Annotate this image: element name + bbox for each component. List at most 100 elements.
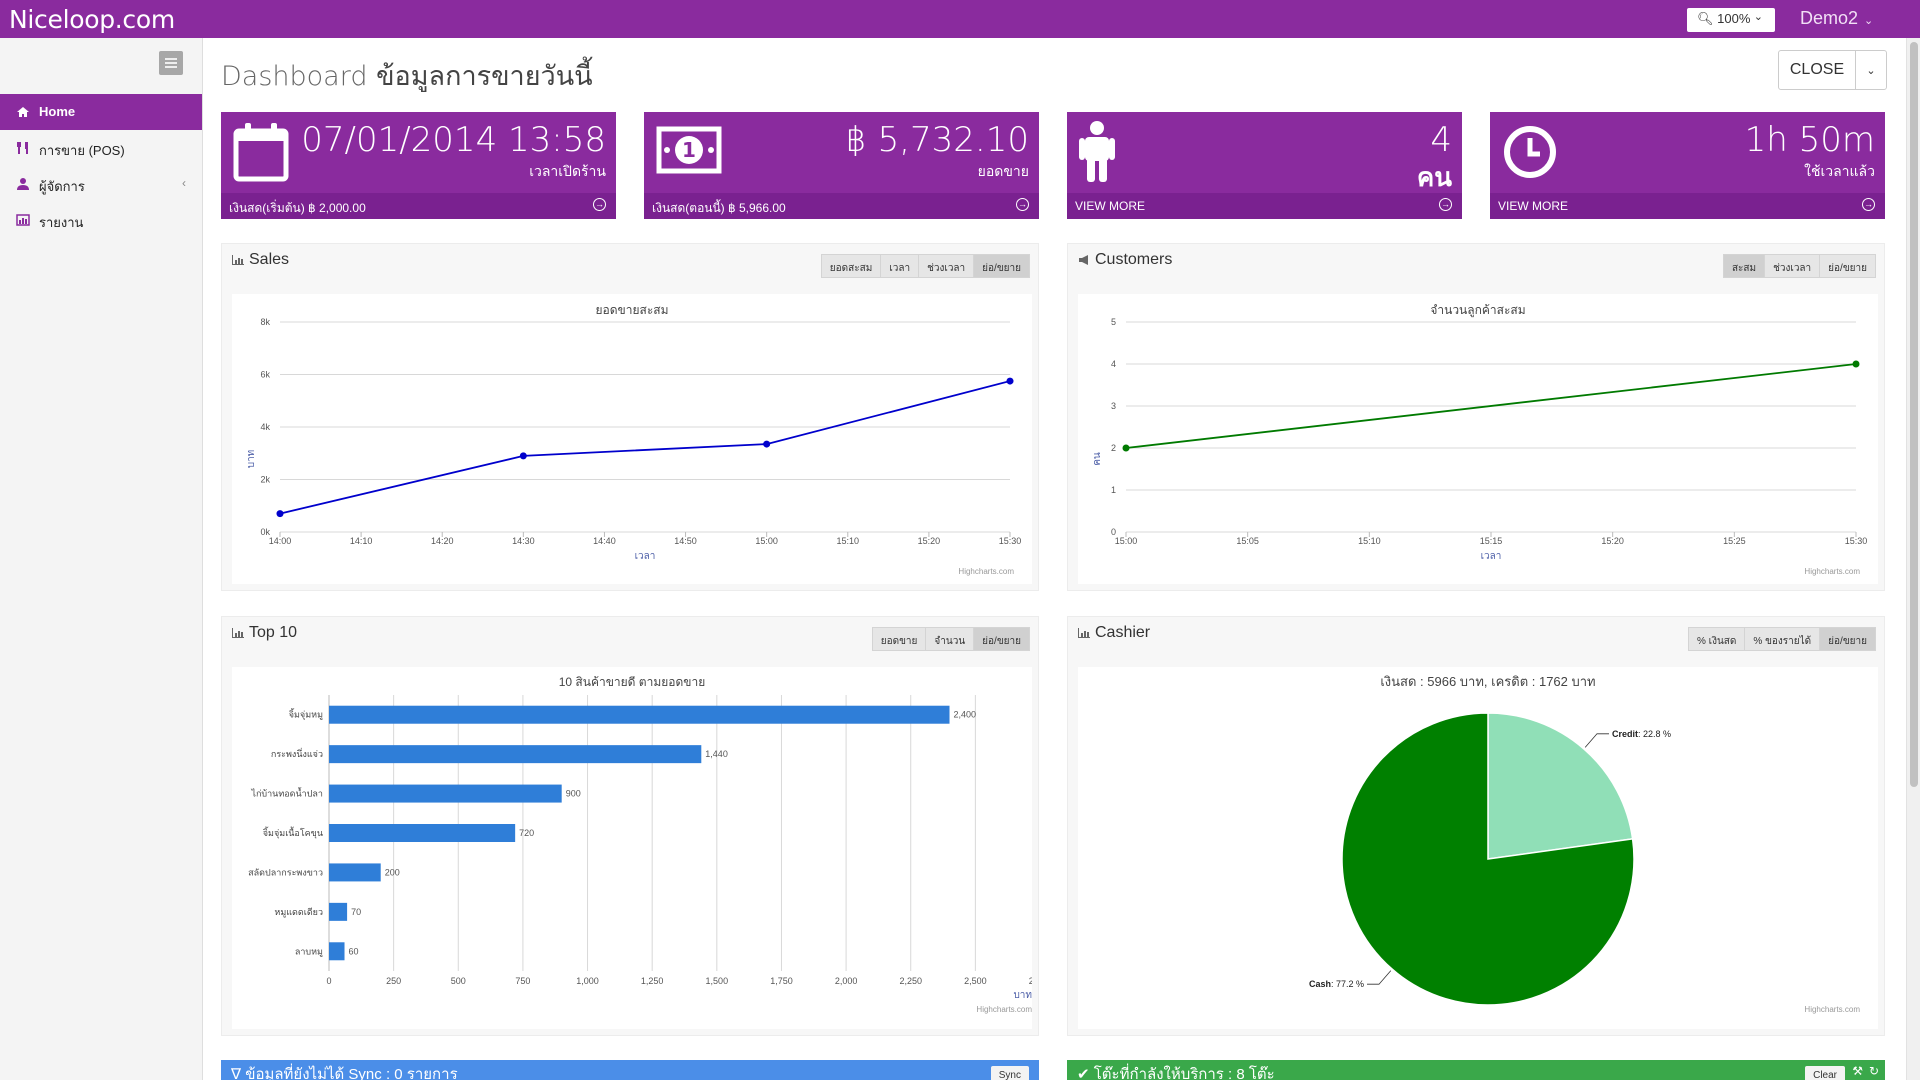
bar xyxy=(329,705,950,724)
tile-elapsed: 1h 50m ใช้เวลาแล้ว VIEW MORE → xyxy=(1490,112,1885,219)
tile-value: ฿ 5,732.10 xyxy=(845,120,1029,160)
series-line xyxy=(1125,363,1857,449)
x-tick-label: 15:00 xyxy=(755,536,778,546)
data-point xyxy=(1852,360,1860,368)
category-label: ลาบหมู xyxy=(295,946,323,957)
x-tick-label: 750 xyxy=(515,976,530,986)
customers-line-chart: จำนวนลูกค้าสะสม 0 1 2 3 4 5 15:00 15:05 15:10 15:1… xyxy=(1092,303,1867,576)
sidebar-item-home[interactable]: Home xyxy=(0,94,202,130)
x-tick-label: 14:10 xyxy=(350,536,373,546)
top10-btn-quantity[interactable]: จำนวน xyxy=(925,627,975,651)
refresh-icon[interactable]: ↻ xyxy=(1868,1064,1879,1078)
chart-title: 10 สินค้าขายดี ตามยอดขาย xyxy=(559,675,706,689)
cashier-btn-cash-pct[interactable]: % เงินสด xyxy=(1688,627,1746,651)
sync-button[interactable]: Sync xyxy=(990,1066,1029,1080)
category-label: จิ้มจุ่มหมู xyxy=(289,708,323,721)
tile-footer[interactable]: VIEW MORE → xyxy=(1067,193,1462,219)
cashier-btn-collapse[interactable]: ย่อ/ขยาย xyxy=(1819,627,1876,651)
tile-open-time: 07/01/2014 13:58 เวลาเปิดร้าน เงินสด(เริ… xyxy=(221,112,616,219)
sidebar-toggle-button[interactable] xyxy=(159,51,183,75)
pie-label: Credit: 22.8 % xyxy=(1612,729,1671,739)
x-tick-label: 2,000 xyxy=(835,976,858,986)
customers-btn-collapse[interactable]: ย่อ/ขยาย xyxy=(1819,254,1876,278)
sync-icon: ∇ xyxy=(231,1066,246,1080)
sales-btn-cumulative[interactable]: ยอดสะสม xyxy=(820,254,882,278)
home-icon xyxy=(17,107,29,117)
sales-toolbar: ยอดสะสม เวลา ช่วงเวลา ย่อ/ขยาย xyxy=(820,254,1030,278)
username: Demo2 xyxy=(1800,8,1859,28)
wrench-icon[interactable]: ⚒ xyxy=(1852,1064,1863,1078)
scrollbar-thumb[interactable] xyxy=(1910,42,1918,787)
customers-btn-period[interactable]: ช่วงเวลา xyxy=(1764,254,1821,278)
clear-button[interactable]: Clear xyxy=(1805,1066,1845,1080)
x-axis-label: เวลา xyxy=(635,551,656,562)
sidebar: Home การขาย (POS) ผู้จัดการ ‹ รายงาน xyxy=(0,38,203,1080)
sidebar-item-pos[interactable]: การขาย (POS) xyxy=(0,130,202,166)
tables-panel-header: ✔ โต๊ะที่กำลังให้บริการ : 8 โต๊ะ Clear ⚒… xyxy=(1067,1060,1885,1080)
data-point xyxy=(519,452,527,460)
customers-btn-cumulative[interactable]: สะสม xyxy=(1722,254,1766,278)
customers-chart: จำนวนลูกค้าสะสม 0 1 2 3 4 5 15:00 15:05 15:10 15:1… xyxy=(1078,294,1878,584)
x-tick-label: 15:30 xyxy=(999,536,1022,546)
data-point xyxy=(276,510,284,518)
bar-chart-icon xyxy=(1078,627,1090,638)
arrow-circle-right-icon: → xyxy=(1862,198,1875,211)
svg-text:1: 1 xyxy=(682,138,696,162)
top10-btn-collapse[interactable]: ย่อ/ขยาย xyxy=(973,627,1030,651)
sidebar-item-label: ผู้จัดการ xyxy=(39,179,85,194)
x-tick-label: 15:25 xyxy=(1723,536,1746,546)
top10-panel: Top 10 ยอดขาย จำนวน ย่อ/ขยาย 10 สินค้าขา… xyxy=(221,616,1039,1036)
x-tick-label: 1,500 xyxy=(706,976,729,986)
zoom-level: 100% xyxy=(1717,11,1751,26)
x-tick-label: 15:20 xyxy=(918,536,941,546)
sales-btn-collapse[interactable]: ย่อ/ขยาย xyxy=(973,254,1030,278)
category-label: ไก่บ้านทอดน้ำปลา xyxy=(250,787,323,799)
chevron-down-icon: ⌄ xyxy=(1753,11,1763,23)
tile-value: 1h 50m xyxy=(1744,120,1875,160)
close-button[interactable]: CLOSE xyxy=(1779,51,1856,89)
user-icon xyxy=(17,178,29,190)
data-label: 1,440 xyxy=(705,749,728,759)
chart-title: จำนวนลูกค้าสะสม xyxy=(1430,303,1525,318)
pie-slice xyxy=(1487,712,1634,860)
y-tick-label: 5 xyxy=(1111,317,1116,327)
sales-btn-period[interactable]: ช่วงเวลา xyxy=(918,254,975,278)
sales-btn-time[interactable]: เวลา xyxy=(880,254,920,278)
brand-logo[interactable]: Niceloop.com xyxy=(9,5,175,34)
page-scrollbar[interactable] xyxy=(1906,38,1920,1080)
panel-title-text: Customers xyxy=(1095,251,1173,268)
pie-connector xyxy=(1367,970,1392,985)
y-tick-label: 3 xyxy=(1111,401,1116,411)
user-menu[interactable]: Demo2 ⌄ xyxy=(1800,8,1873,29)
x-tick-label: 14:00 xyxy=(269,536,292,546)
panel-title: Top 10 xyxy=(232,624,297,642)
x-tick-label: 2,500 xyxy=(964,976,987,986)
sales-chart: ยอดขายสะสม 0k 2k 4k 6k 8k 14:00 14:10 14:20 14:30… xyxy=(232,294,1032,584)
tile-footer[interactable]: เงินสด(เริ่มต้น) ฿ 2,000.00 → xyxy=(221,193,616,219)
data-point xyxy=(763,440,771,448)
close-dropdown-button[interactable]: ⌄ xyxy=(1856,51,1886,89)
x-tick-label: 14:40 xyxy=(593,536,616,546)
tile-footer[interactable]: เงินสด(ตอนนี้) ฿ 5,966.00 → xyxy=(644,193,1039,219)
close-button-group: CLOSE ⌄ xyxy=(1778,50,1887,90)
bar xyxy=(329,824,516,842)
top10-btn-sales[interactable]: ยอดขาย xyxy=(871,627,927,651)
panel-title-text: Cashier xyxy=(1095,624,1151,641)
x-tick-label: 15:15 xyxy=(1480,536,1503,546)
cashier-btn-income-pct[interactable]: % ของรายได้ xyxy=(1744,627,1821,651)
zoom-button[interactable]: 🔍︎ 100% ⌄ xyxy=(1687,8,1775,32)
megaphone-icon xyxy=(1079,254,1088,265)
sidebar-item-manager[interactable]: ผู้จัดการ ‹ xyxy=(0,166,202,202)
x-tick-label: 15:10 xyxy=(837,536,860,546)
cashier-pie-chart: เงินสด : 5966 บาท, เครดิต : 1762 บาท Cred… xyxy=(1309,674,1860,1014)
tile-caption: ใช้เวลาแล้ว xyxy=(1804,163,1875,179)
data-label: 720 xyxy=(519,828,534,838)
tile-footer[interactable]: VIEW MORE → xyxy=(1490,193,1885,219)
data-label: 900 xyxy=(566,789,581,799)
sidebar-nav: Home การขาย (POS) ผู้จัดการ ‹ รายงาน xyxy=(0,94,202,238)
tile-footer-label: เงินสด(เริ่มต้น) ฿ 2,000.00 xyxy=(229,201,366,215)
page-title: Dashboard ข้อมูลการขายวันนี้ xyxy=(221,54,593,97)
sidebar-item-report[interactable]: รายงาน xyxy=(0,202,202,238)
data-label: 200 xyxy=(385,867,400,877)
tile-value: 4 xyxy=(1430,120,1452,160)
